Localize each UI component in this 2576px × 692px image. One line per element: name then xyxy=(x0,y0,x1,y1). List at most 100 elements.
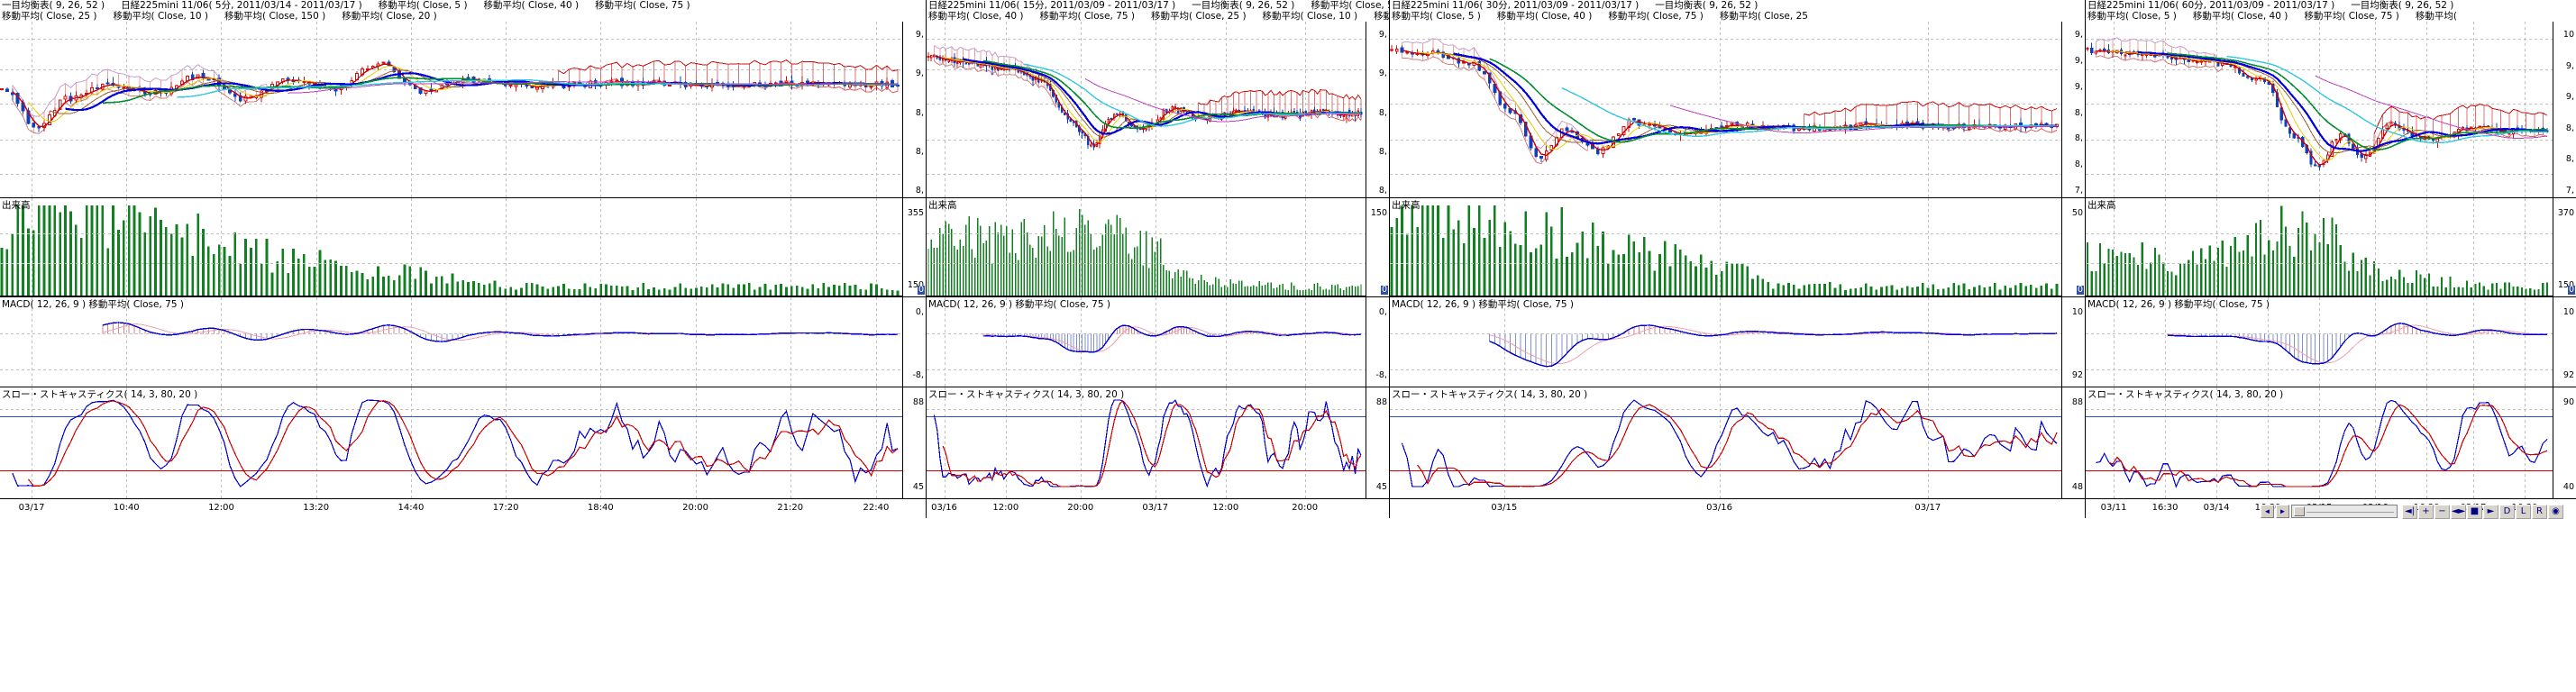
price-axis[interactable]: 9, 9, 8, 8, 8, xyxy=(1366,22,1389,197)
price-subpanel[interactable]: 9, 9, 8, 8, 8, xyxy=(0,22,926,197)
range-button[interactable]: R xyxy=(2532,504,2547,519)
macd-subpanel[interactable]: MACD( 12, 26, 9 ) 移動平均( Close, 75 ) 10 92 xyxy=(2086,296,2576,387)
time-axis[interactable]: 03/17 10:40 12:00 13:20 14:40 17:20 18:40 20:00… xyxy=(0,498,926,518)
axis-tick-label: 92 xyxy=(2562,370,2574,380)
scrollbar-track-line xyxy=(2307,512,2394,513)
price-axis[interactable]: 9, 9, 8, 8, 8, xyxy=(902,22,926,197)
indicator-legend-item: 一目均衡表( 9, 26, 52 ) xyxy=(1192,0,1295,11)
axis-value-box: 0 xyxy=(2076,285,2084,295)
log-button[interactable]: L xyxy=(2516,504,2531,519)
indicator-legend-item: 移動平均( Close, 20 ) xyxy=(342,11,437,22)
zoom-out-button[interactable]: − xyxy=(2434,504,2450,519)
panel-15min[interactable]: 日経225mini 11/06( 15分, 2011/03/09 - 2011/… xyxy=(927,0,1390,518)
volume-axis[interactable]: 355 150 0 xyxy=(902,198,926,296)
indicator-legend-row: 移動平均( Close, 5 ) 移動平均( Close, 40 ) 移動平均( C… xyxy=(1390,11,2085,22)
day-button[interactable]: D xyxy=(2499,504,2515,519)
panel-30min[interactable]: 日経225mini 11/06( 30分, 2011/03/09 - 2011/… xyxy=(1390,0,2086,518)
axis-tick-label: 8, xyxy=(2074,159,2083,169)
macd-axis[interactable]: 0, -8, xyxy=(1366,297,1389,387)
indicator-legend-item: 一目均衡表( 9, 26, 52 ) xyxy=(2,0,105,11)
refresh-button[interactable]: ◉ xyxy=(2548,504,2563,519)
volume-axis[interactable]: 370 150 0 xyxy=(2553,198,2576,296)
macd-subpanel[interactable]: MACD( 12, 26, 9 ) 移動平均( Close, 75 ) 0, -8, xyxy=(0,296,926,387)
stochastics-subpanel[interactable]: スロー・ストキャスティクス( 14, 3, 80, 20 ) 90 40 xyxy=(2086,387,2576,499)
time-axis-label: 12:00 xyxy=(1212,503,1239,513)
stochastics-subpanel[interactable]: スロー・ストキャスティクス( 14, 3, 80, 20 ) 88 45 xyxy=(927,387,1389,499)
indicator-legend-item: 一目均衡表( 9, 26, 52 ) xyxy=(1655,0,1758,11)
axis-tick-label: 8, xyxy=(1378,186,1387,196)
time-axis-label: 03/17 xyxy=(18,503,45,513)
axis-tick-label: 9, xyxy=(2074,30,2083,40)
indicator-legend-item: 一目均衡表( 9, 26, 52 ) xyxy=(2351,0,2454,11)
indicator-legend-row: 移動平均( Close, 5 ) 移動平均( Close, 40 ) 移動平均( C… xyxy=(2086,11,2576,22)
stochastics-subpanel[interactable]: スロー・ストキャスティクス( 14, 3, 80, 20 ) 88 45 xyxy=(0,387,926,499)
time-axis-label: 12:00 xyxy=(208,503,234,513)
stochastics-axis[interactable]: 88 45 xyxy=(902,387,926,498)
macd-axis[interactable]: 10 92 xyxy=(2553,297,2576,387)
time-axis-label: 03/16 xyxy=(1706,503,1732,513)
scroll-right-arrow-icon[interactable]: ► xyxy=(2276,505,2289,518)
price-axis[interactable]: 9, 9, 9, 8, 8, 8, 7, xyxy=(2061,22,2085,197)
indicator-legend-item: 日経225mini 11/06( 30分, 2011/03/09 - 2011/… xyxy=(1392,0,1640,11)
stochastics-subpanel[interactable]: スロー・ストキャスティクス( 14, 3, 80, 20 ) 88 48 xyxy=(1390,387,2085,499)
axis-tick-label: 7, xyxy=(2074,186,2083,196)
axis-tick-label: 10 xyxy=(2562,307,2574,317)
volume-subpanel[interactable]: 出来高 355 150 0 xyxy=(0,197,926,297)
axis-value-box: 0 xyxy=(917,285,925,295)
price-subpanel[interactable]: 9, 9, 9, 8, 8, 8, 7, xyxy=(1390,22,2085,197)
scrollbar-thumb[interactable] xyxy=(2294,506,2305,516)
volume-subpanel[interactable]: 出来高 150 0 xyxy=(927,197,1389,297)
indicator-legend-row: 一目均衡表( 9, 26, 52 ) 日経225mini 11/06( 5分, 2… xyxy=(0,0,926,11)
macd-subpanel[interactable]: MACD( 12, 26, 9 ) 移動平均( Close, 75 ) 0, -8, xyxy=(927,296,1389,387)
volume-subpanel[interactable]: 出来高 370 150 0 xyxy=(2086,197,2576,297)
panel-60min[interactable]: 日経225mini 11/06( 60分, 2011/03/09 - 2011/… xyxy=(2086,0,2576,518)
macd-subpanel[interactable]: MACD( 12, 26, 9 ) 移動平均( Close, 75 ) 10 92 xyxy=(1390,296,2085,387)
volume-axis[interactable]: 50 0 xyxy=(2061,198,2085,296)
scroll-left-arrow-icon[interactable]: ◄ xyxy=(2261,505,2274,518)
jump-start-button[interactable]: ◄| xyxy=(2402,504,2417,519)
axis-tick-label: -8, xyxy=(912,370,925,380)
axis-tick-label: 50 xyxy=(2071,208,2083,218)
time-axis-label: 10:40 xyxy=(113,503,140,513)
time-axis[interactable]: 03/15 03/16 03/17 xyxy=(1390,498,2085,518)
indicator-legend-item: 移動平均( Close, 75 ) xyxy=(1039,11,1136,22)
indicator-legend-row: 移動平均( Close, 25 ) 移動平均( Close, 10 ) 移動平均( … xyxy=(0,11,926,22)
indicator-legend-row: 日経225mini 11/06( 15分, 2011/03/09 - 2011/… xyxy=(927,0,1389,11)
macd-axis[interactable]: 0, -8, xyxy=(902,297,926,387)
axis-tick-label: 0, xyxy=(915,307,924,317)
panel-5min[interactable]: 一目均衡表( 9, 26, 52 ) 日経225mini 11/06( 5分, 2… xyxy=(0,0,927,518)
axis-tick-label: 8, xyxy=(2565,123,2574,133)
zoom-in-button[interactable]: + xyxy=(2418,504,2434,519)
volume-axis[interactable]: 150 0 xyxy=(1366,198,1389,296)
price-subpanel[interactable]: 10 9, 9, 8, 8, 7, xyxy=(2086,22,2576,197)
indicator-legend-item: 移動平均( xyxy=(2415,11,2457,22)
panel-header: 日経225mini 11/06( 15分, 2011/03/09 - 2011/… xyxy=(927,0,1389,22)
indicator-legend-item: 移動平均( Close, 75 ) xyxy=(595,0,690,11)
axis-value-box: 0 xyxy=(2567,285,2575,295)
horizontal-scrollbar[interactable] xyxy=(2291,505,2398,518)
time-axis-label: 16:30 xyxy=(2151,503,2179,513)
indicator-legend-item: 移動平均( Close, 5 ) xyxy=(2087,11,2177,22)
time-axis-label: 12:00 xyxy=(992,503,1019,513)
stochastics-axis[interactable]: 90 40 xyxy=(2553,387,2576,498)
panel-header: 一目均衡表( 9, 26, 52 ) 日経225mini 11/06( 5分, 2… xyxy=(0,0,926,22)
price-subpanel[interactable]: 9, 9, 8, 8, 8, xyxy=(927,22,1389,197)
macd-axis[interactable]: 10 92 xyxy=(2061,297,2085,387)
axis-tick-label: 48 xyxy=(2071,482,2083,492)
chart-toolbar[interactable]: ◄ ► ◄| + − ◄► ■ ► D L R ◉ xyxy=(2261,504,2563,519)
fit-width-button[interactable]: ◄► xyxy=(2451,504,2466,519)
stochastics-axis[interactable]: 88 45 xyxy=(1366,387,1389,498)
price-axis[interactable]: 10 9, 9, 8, 8, 7, xyxy=(2553,22,2576,197)
axis-tick-label: 10 xyxy=(2562,30,2574,40)
time-axis-label: 03/14 xyxy=(2203,503,2230,513)
time-axis-label: 21:20 xyxy=(777,503,804,513)
play-button[interactable]: ► xyxy=(2483,504,2498,519)
indicator-legend-row: 日経225mini 11/06( 60分, 2011/03/09 - 2011/… xyxy=(2086,0,2576,11)
stochastics-axis[interactable]: 88 48 xyxy=(2061,387,2085,498)
time-axis[interactable]: 03/16 12:00 20:00 03/17 12:00 20:00 xyxy=(927,498,1389,518)
stop-button[interactable]: ■ xyxy=(2467,504,2482,519)
axis-tick-label: 9, xyxy=(2074,82,2083,92)
axis-tick-label: 9, xyxy=(1378,68,1387,78)
chart-panels-container: 一目均衡表( 9, 26, 52 ) 日経225mini 11/06( 5分, 2… xyxy=(0,0,2576,518)
volume-subpanel[interactable]: 出来高 50 0 xyxy=(1390,197,2085,297)
